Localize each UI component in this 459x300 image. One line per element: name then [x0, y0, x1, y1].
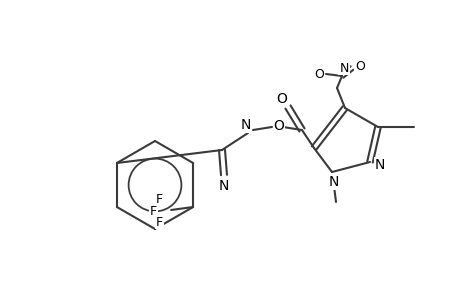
Text: O: O — [273, 119, 284, 133]
Text: O: O — [313, 68, 323, 80]
Text: N: N — [374, 158, 384, 172]
Text: F: F — [149, 205, 157, 218]
Text: N: N — [339, 61, 348, 74]
Text: N: N — [328, 175, 338, 189]
Text: N: N — [241, 118, 251, 132]
Text: F: F — [155, 193, 162, 206]
Text: F: F — [155, 215, 162, 229]
Text: N: N — [218, 179, 229, 193]
Text: O: O — [276, 92, 287, 106]
Text: O: O — [354, 59, 364, 73]
